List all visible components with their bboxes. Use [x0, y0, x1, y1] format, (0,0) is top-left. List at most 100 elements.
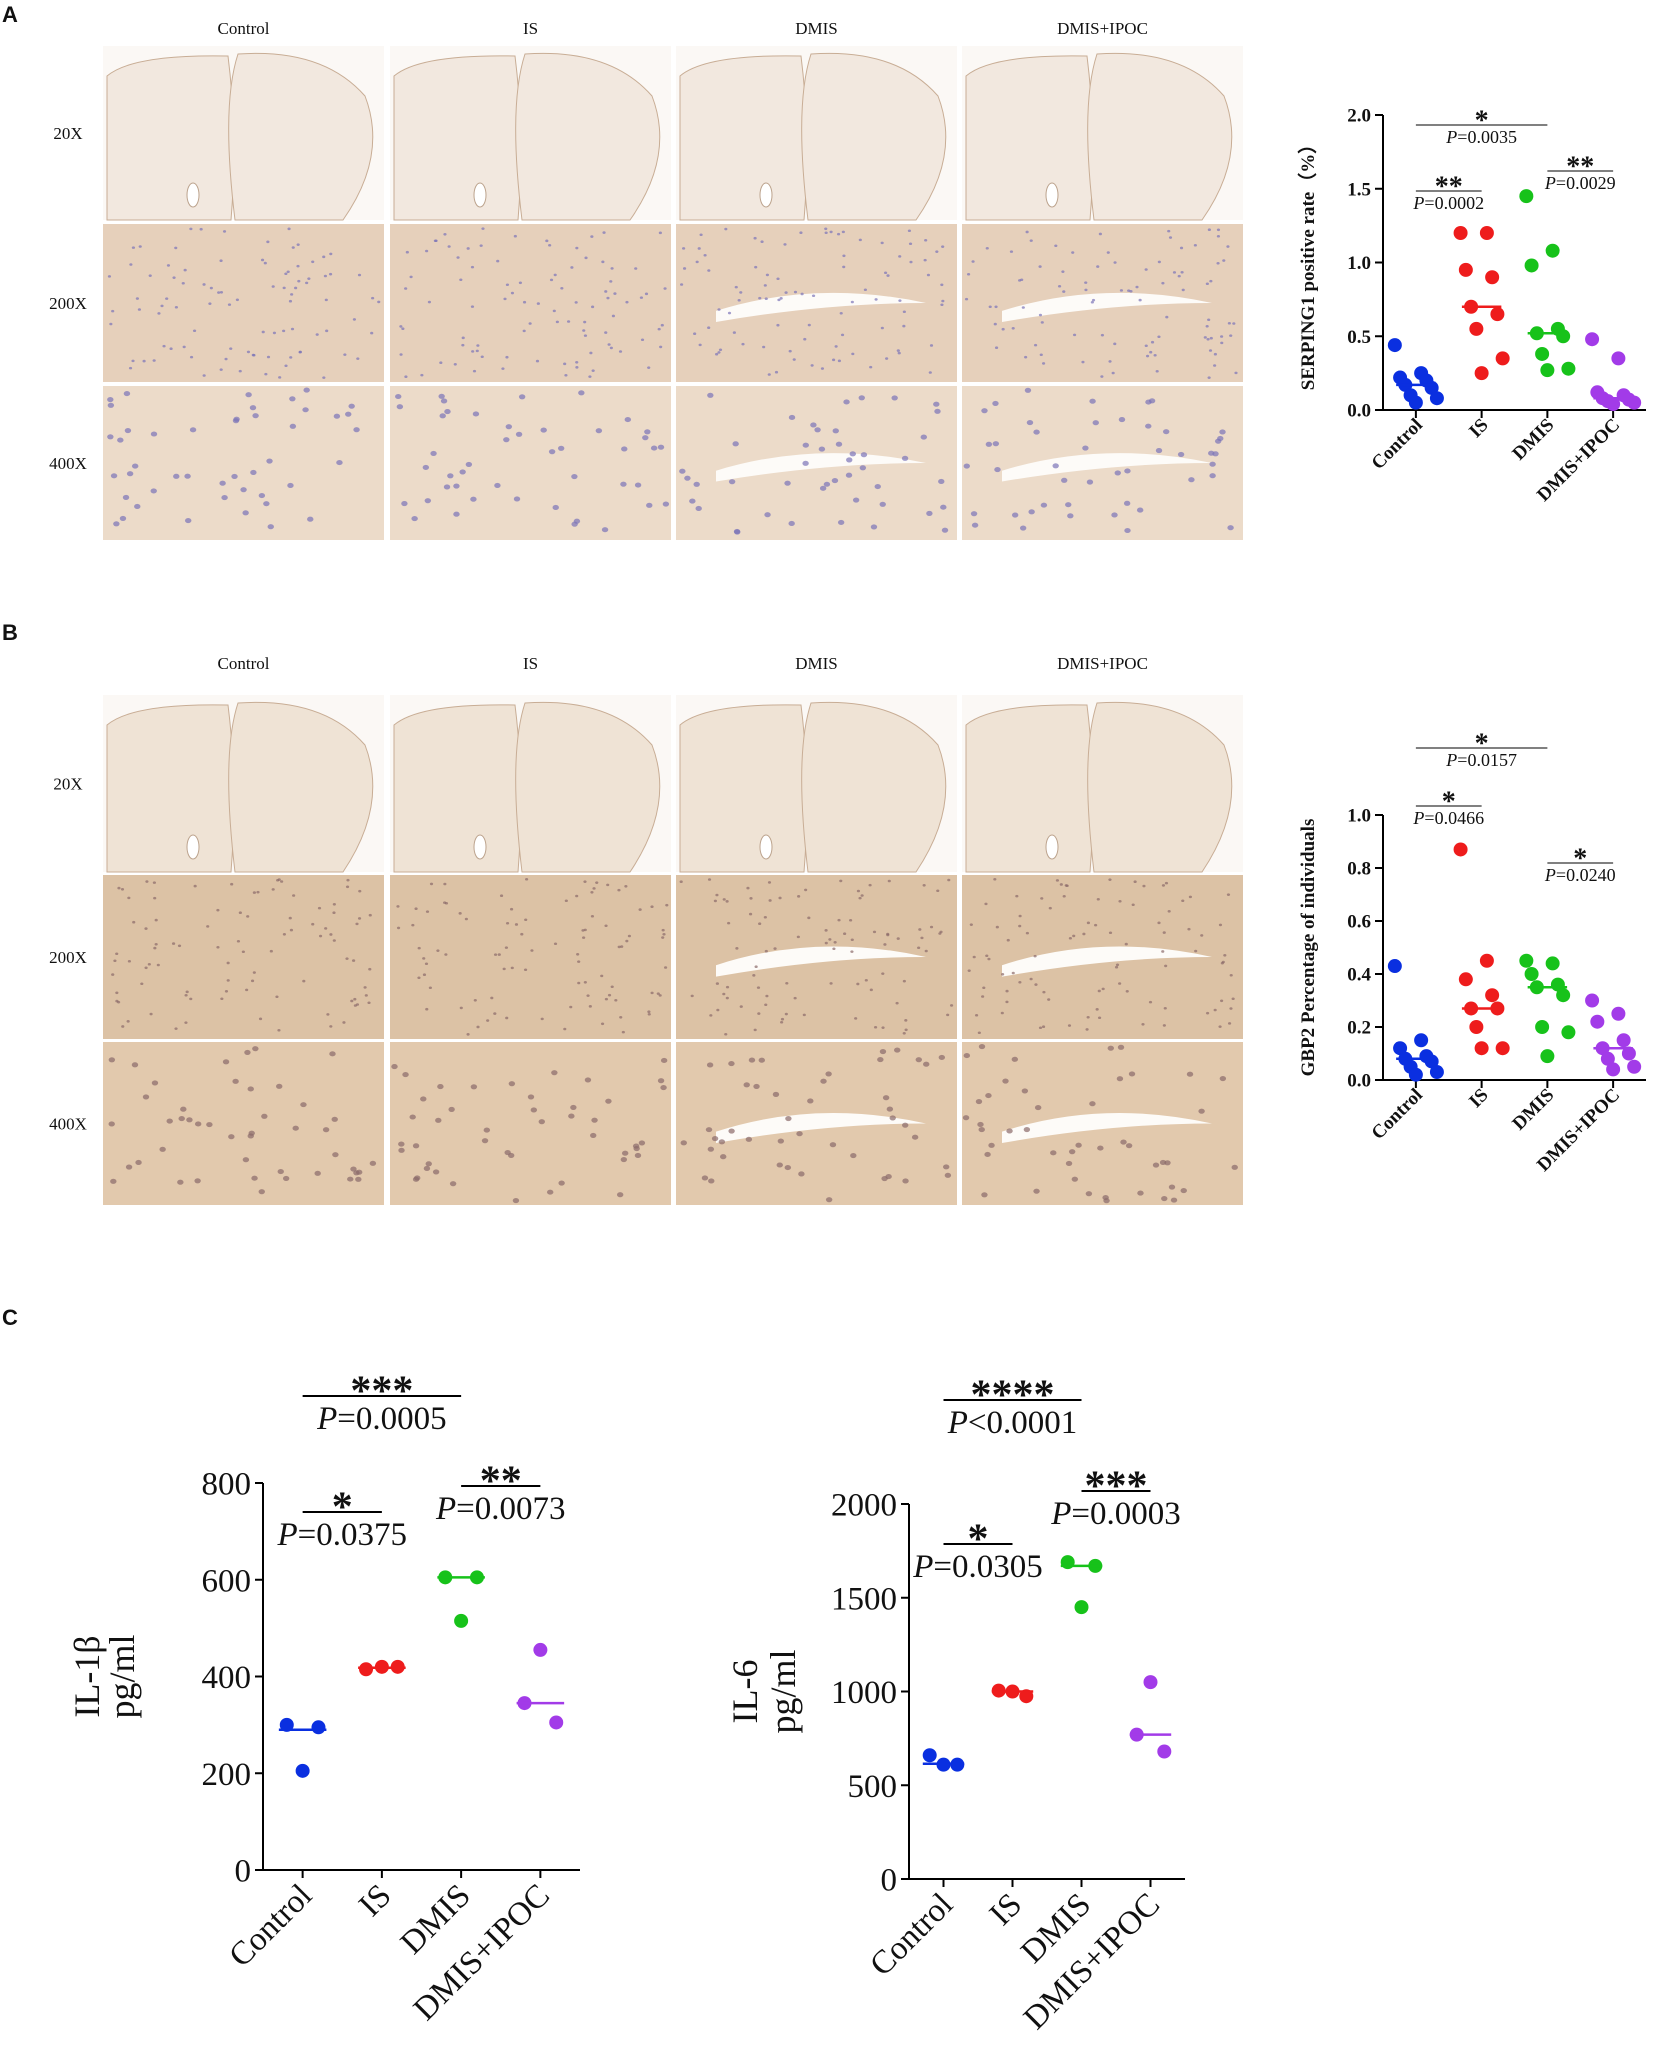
nucleus — [411, 516, 418, 522]
nucleus — [584, 256, 588, 260]
nucleus — [206, 925, 210, 928]
nucleus — [788, 520, 795, 527]
nucleus — [470, 1084, 478, 1090]
nucleus — [1177, 274, 1181, 278]
nucleus — [486, 1019, 490, 1022]
nucleus — [303, 387, 310, 393]
nucleus — [697, 247, 701, 250]
micrograph — [962, 386, 1243, 540]
nucleus — [807, 916, 811, 920]
nucleus — [728, 1061, 735, 1067]
nucleus — [510, 291, 515, 295]
nucleus — [1001, 973, 1005, 976]
nucleus — [411, 923, 415, 927]
nucleus — [1026, 420, 1034, 426]
nucleus — [202, 374, 206, 377]
nucleus — [404, 287, 408, 290]
nucleus — [604, 997, 609, 1001]
nucleus — [219, 480, 226, 486]
nucleus — [833, 941, 837, 944]
nucleus — [1067, 513, 1074, 519]
nucleus — [117, 437, 124, 443]
nucleus — [1144, 268, 1148, 271]
nucleus — [355, 1176, 362, 1182]
nucleus — [258, 1017, 263, 1021]
nucleus — [784, 1012, 788, 1016]
nucleus — [650, 445, 658, 451]
tissue — [679, 55, 808, 221]
nucleus — [969, 923, 973, 926]
nucleus — [266, 458, 273, 464]
data-point — [1387, 959, 1402, 974]
nucleus — [297, 279, 301, 283]
nucleus — [985, 954, 989, 958]
micrograph — [103, 695, 384, 873]
nucleus — [1067, 1024, 1072, 1027]
nucleus — [831, 478, 839, 484]
nucleus — [780, 1020, 784, 1024]
nucleus — [1124, 527, 1131, 534]
nucleus — [981, 995, 985, 998]
nucleus — [776, 323, 780, 327]
nucleus — [963, 1053, 971, 1059]
nucleus — [443, 901, 447, 904]
nucleus — [647, 366, 651, 369]
nucleus — [464, 917, 468, 921]
nucleus — [298, 350, 302, 354]
nucleus — [548, 243, 552, 247]
nucleus — [107, 396, 114, 403]
nucleus — [846, 457, 853, 463]
nucleus — [634, 1152, 642, 1159]
nucleus — [793, 290, 798, 294]
nucleus — [978, 1127, 985, 1133]
nucleus — [661, 936, 665, 939]
nucleus — [540, 427, 547, 433]
nucleus — [166, 264, 171, 267]
nucleus — [358, 889, 362, 893]
nucleus — [134, 503, 141, 510]
nucleus — [993, 322, 997, 326]
nucleus — [858, 238, 862, 242]
nucleus — [290, 327, 295, 331]
nucleus — [591, 1117, 598, 1123]
nucleus — [741, 342, 745, 346]
nucleus — [869, 365, 873, 369]
nucleus — [909, 260, 913, 264]
nucleus — [530, 949, 534, 952]
nucleus — [718, 348, 723, 352]
nucleus — [802, 1013, 806, 1017]
nucleus — [849, 918, 853, 922]
nucleus — [725, 985, 730, 989]
nucleus — [414, 907, 418, 910]
nucleus — [1100, 375, 1104, 378]
nucleus — [898, 299, 902, 302]
nucleus — [398, 1147, 405, 1153]
nucleus — [583, 880, 587, 883]
nucleus — [1218, 923, 1223, 927]
nucleus — [908, 242, 913, 245]
nucleus — [116, 1000, 121, 1004]
nucleus — [1124, 942, 1128, 946]
x-tick-label: Control — [1368, 1085, 1427, 1144]
nucleus — [1041, 362, 1046, 365]
nucleus — [127, 896, 131, 900]
nucleus — [512, 1197, 520, 1204]
nucleus — [1157, 260, 1161, 264]
nucleus — [483, 1127, 491, 1133]
nucleus — [178, 1116, 185, 1122]
nucleus — [1164, 964, 1168, 968]
nucleus — [850, 1152, 857, 1159]
nucleus — [228, 1134, 235, 1140]
nucleus — [764, 297, 768, 300]
x-tick-label: IS — [1465, 415, 1493, 443]
nucleus — [1220, 999, 1224, 1003]
nucleus — [606, 296, 610, 300]
nucleus — [610, 267, 614, 270]
nucleus — [828, 938, 832, 941]
nucleus — [496, 259, 500, 263]
nucleus — [113, 959, 117, 963]
tissue-gap — [716, 1113, 926, 1144]
nucleus — [940, 504, 947, 510]
nucleus — [879, 1048, 887, 1055]
